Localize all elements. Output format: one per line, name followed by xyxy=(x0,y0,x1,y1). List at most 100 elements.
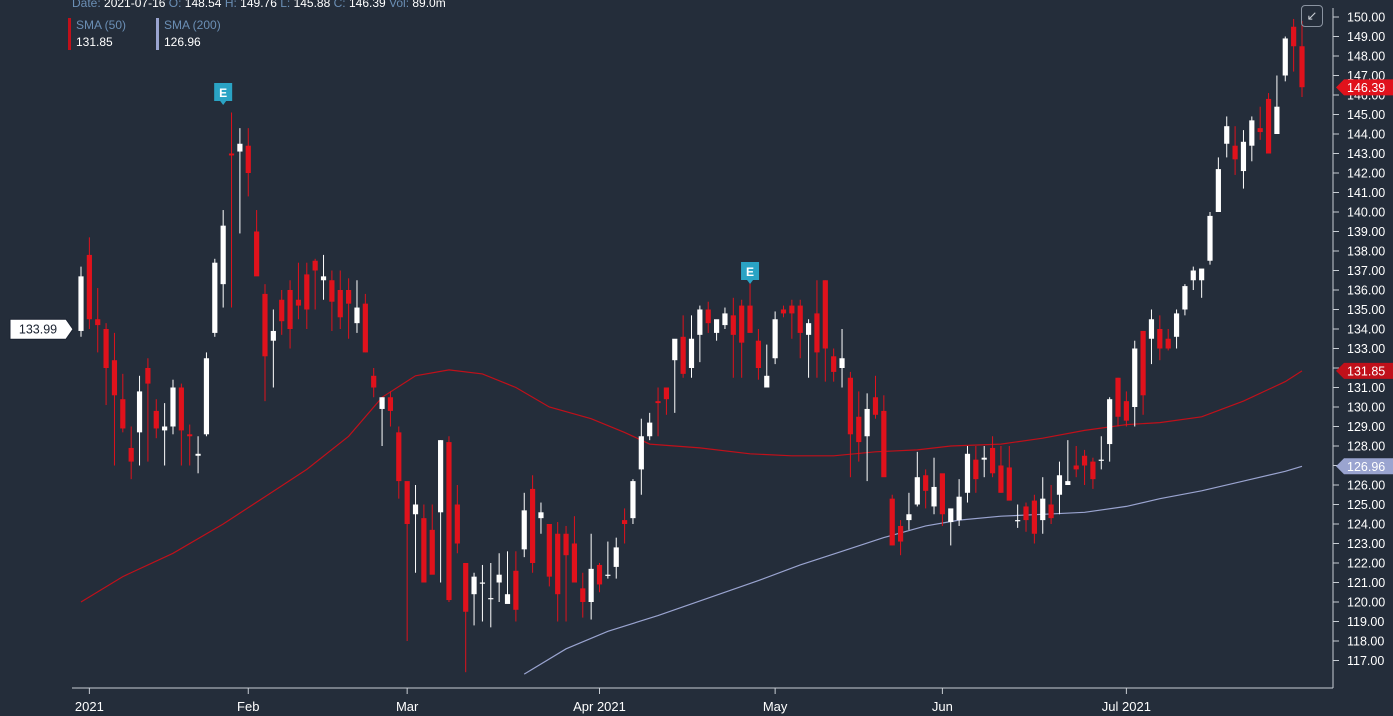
y-tick-label: 119.00 xyxy=(1347,615,1384,629)
candle-body xyxy=(1090,461,1096,480)
candle-body xyxy=(973,459,979,480)
candle-body xyxy=(1224,126,1230,144)
candle-body xyxy=(454,504,460,544)
candle-body xyxy=(270,330,276,341)
candle-body xyxy=(831,356,837,372)
candle-body xyxy=(538,512,544,519)
sma200-legend[interactable]: SMA (200) 126.96 xyxy=(156,17,221,51)
sma200-line xyxy=(523,465,1303,675)
candle-body xyxy=(329,280,335,302)
candle-body xyxy=(162,426,168,431)
high-label: H: xyxy=(224,0,237,10)
sma200-swatch xyxy=(156,18,159,50)
candle-body xyxy=(479,582,486,584)
collapse-arrows-icon: ↙ xyxy=(1306,8,1318,23)
candle-body xyxy=(872,397,879,415)
candle-body xyxy=(1265,98,1272,154)
candle-body xyxy=(780,309,787,314)
candle-body xyxy=(471,576,477,595)
candle-body xyxy=(638,436,644,470)
x-tick-label: Jun xyxy=(932,699,953,714)
y-tick-label: 129.00 xyxy=(1347,420,1385,434)
candle-body xyxy=(220,225,226,285)
candle-body xyxy=(1031,500,1037,534)
sma200-name: SMA (200) xyxy=(164,18,221,32)
candle-body xyxy=(379,397,385,409)
candle-body xyxy=(655,401,661,404)
candle-body xyxy=(203,358,210,435)
candle-body xyxy=(320,276,327,281)
candle-body xyxy=(170,387,176,427)
candle-body xyxy=(1015,520,1021,522)
candle-body xyxy=(354,307,360,324)
candle-body xyxy=(989,447,996,474)
x-tick-label: Jul 2021 xyxy=(1102,699,1151,714)
candle-body xyxy=(153,410,159,429)
candle-body xyxy=(1132,348,1138,407)
candle-body xyxy=(279,299,285,322)
close-value: 146.39 xyxy=(348,0,386,10)
candle-body xyxy=(1006,467,1012,501)
candle-body xyxy=(956,496,962,521)
candle-body xyxy=(1048,504,1054,519)
candle-body xyxy=(1249,120,1255,146)
x-tick-label: 2021 xyxy=(75,699,104,714)
candle-body xyxy=(521,510,527,550)
y-tick-label: 144.00 xyxy=(1347,128,1385,142)
collapse-button[interactable]: ↙ xyxy=(1301,5,1323,27)
y-tick-label: 125.00 xyxy=(1347,498,1385,512)
price-tag-label: 131.85 xyxy=(1347,364,1385,378)
sma200-value: 126.96 xyxy=(164,35,201,49)
volume-value: 89.0m xyxy=(412,0,446,10)
y-tick-label: 120.00 xyxy=(1347,596,1385,610)
candle-body xyxy=(1148,319,1155,339)
candle-body xyxy=(412,504,419,515)
candle-body xyxy=(1257,128,1263,133)
candle-body xyxy=(312,260,318,271)
candle-body xyxy=(237,143,243,152)
candle-body xyxy=(1115,377,1121,417)
candle-body xyxy=(1291,26,1297,47)
y-tick-label: 124.00 xyxy=(1347,518,1385,532)
candle-body xyxy=(697,309,703,335)
candle-body xyxy=(446,442,452,601)
candle-body xyxy=(1157,329,1163,349)
candle-body xyxy=(1098,459,1104,461)
candle-body xyxy=(688,338,695,368)
candle-body xyxy=(1123,401,1129,421)
candle-body xyxy=(814,313,820,353)
earnings-marker xyxy=(741,262,760,284)
earnings-marker xyxy=(214,83,233,105)
price-tag xyxy=(1336,362,1393,379)
price-tag xyxy=(1336,79,1393,96)
candle-body xyxy=(630,481,636,519)
y-tick-label: 137.00 xyxy=(1347,264,1385,278)
candle-body xyxy=(136,391,143,433)
candle-body xyxy=(504,594,511,604)
candle-body xyxy=(245,145,251,173)
candle-body xyxy=(1056,475,1063,495)
candle-body xyxy=(128,447,134,462)
candle-body xyxy=(438,440,444,513)
candle-body xyxy=(228,153,235,156)
candle-body xyxy=(739,305,745,343)
candle-body xyxy=(1199,268,1205,281)
candle-body xyxy=(1023,506,1029,521)
earnings-marker-label: E xyxy=(746,265,754,279)
x-tick-label: Mar xyxy=(396,699,419,714)
candle-body xyxy=(864,408,870,437)
low-label: L: xyxy=(280,0,291,10)
sma50-legend[interactable]: SMA (50) 131.85 xyxy=(68,17,126,51)
candle-body xyxy=(613,547,619,567)
candle-body xyxy=(948,508,954,523)
candle-body xyxy=(1081,455,1088,466)
candle-body xyxy=(1232,145,1238,160)
open-value: 148.54 xyxy=(184,0,222,10)
candle-body xyxy=(906,514,912,521)
earnings-marker-label: E xyxy=(219,86,227,100)
candle-body xyxy=(881,410,887,478)
candle-body xyxy=(195,453,201,456)
candle-body xyxy=(95,319,101,326)
candle-body xyxy=(546,524,552,577)
